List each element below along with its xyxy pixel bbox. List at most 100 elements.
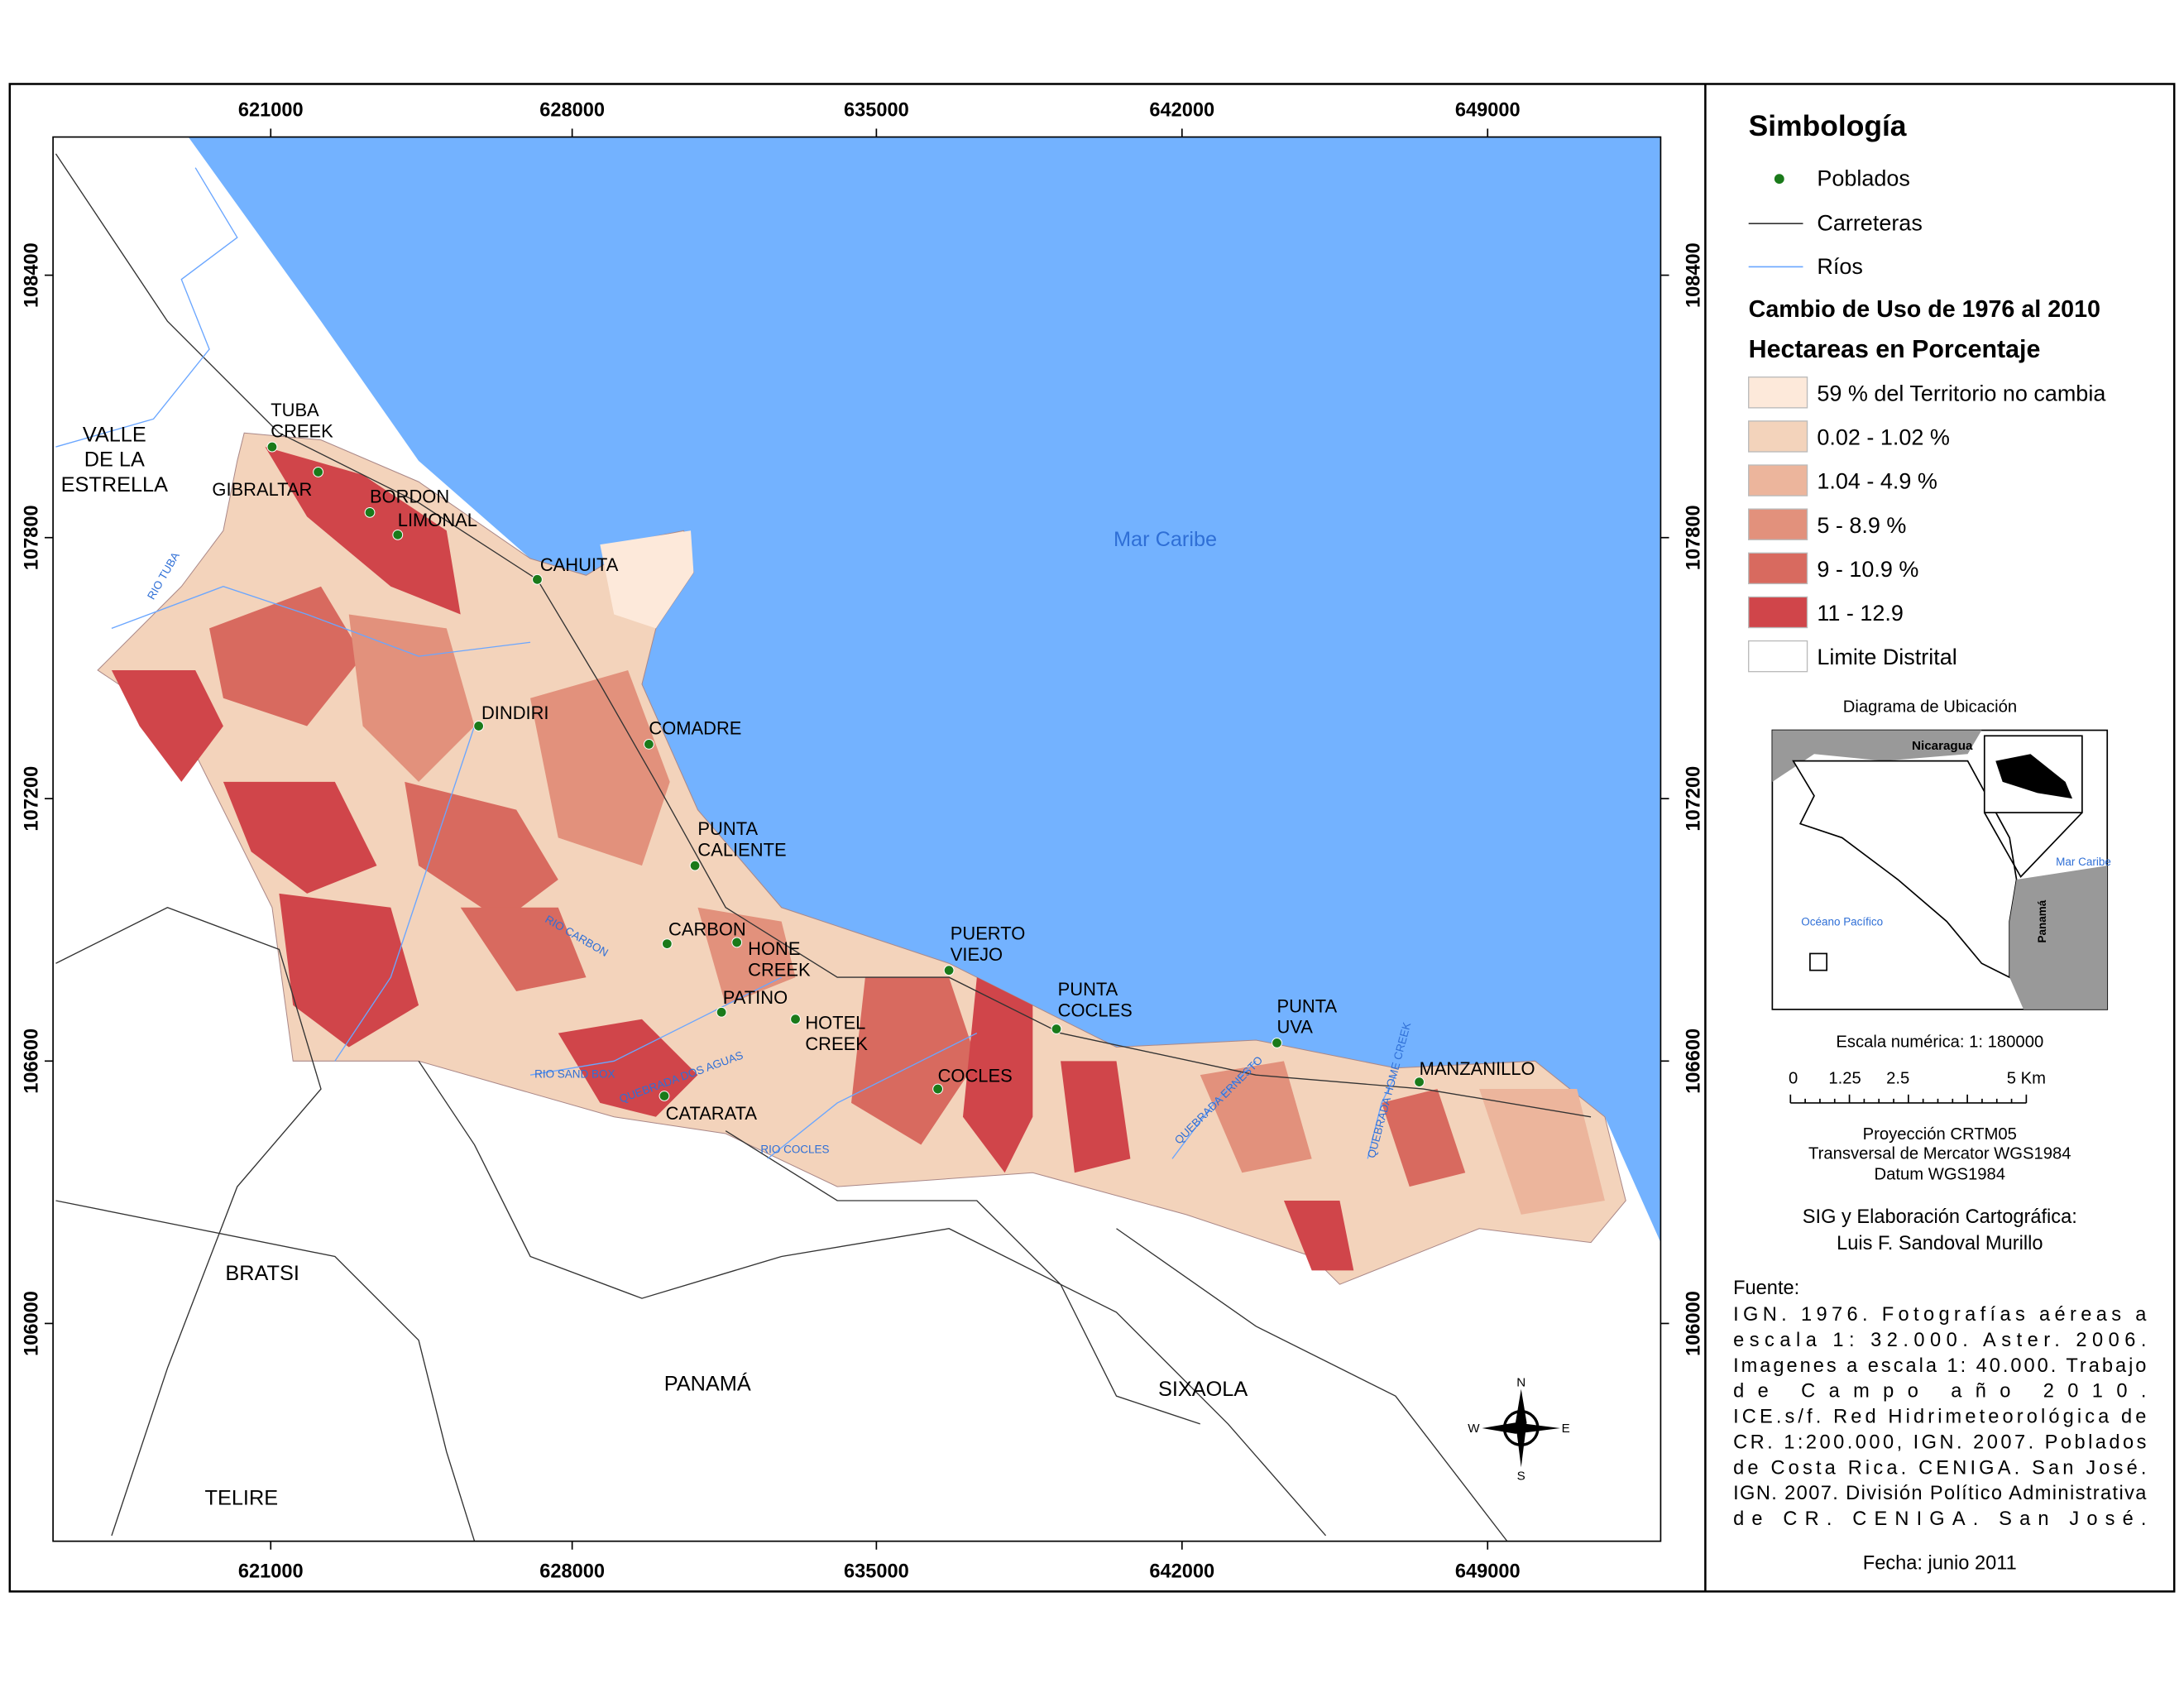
place-label: LIMONAL — [398, 510, 477, 530]
settlement — [659, 1091, 670, 1101]
sea-label: Mar Caribe — [1114, 528, 1217, 551]
y-tick-label: 106600 — [22, 1029, 43, 1094]
inset-title: Diagrama de Ubicación — [1843, 698, 2017, 717]
river-label: RIO COCLES — [760, 1144, 829, 1156]
settlement — [473, 721, 485, 731]
source-line: Imagenes a escala 1: 40.000. Trabajo — [1733, 1355, 2146, 1377]
inset-map — [1771, 729, 2109, 1010]
projection: Proyección CRTM05 — [1863, 1125, 2017, 1144]
inset-panama — [2009, 866, 2108, 1009]
legend-label: 1.04 - 4.9 % — [1817, 469, 1937, 494]
compass — [1482, 1388, 1560, 1468]
projection: Datum WGS1984 — [1875, 1166, 2006, 1184]
scale-label: 2.5 — [1886, 1069, 1909, 1087]
place-label: PUNTA — [697, 818, 758, 839]
patch — [265, 447, 461, 615]
settlement — [661, 938, 673, 950]
change-patches — [111, 447, 1605, 1271]
place-label: PUERTO — [951, 923, 1026, 944]
legend-swatch — [1748, 508, 1808, 540]
region-label: VALLE — [83, 423, 146, 446]
x-tick-label: 628000 — [539, 1561, 605, 1582]
river-label: RIO SAND BOX — [534, 1068, 615, 1081]
region-label: BRATSI — [225, 1262, 299, 1285]
source-line: CR. 1:200.000, IGN. 2007. Poblados — [1733, 1431, 2146, 1453]
place-label: COCLES — [938, 1066, 1013, 1086]
scale-label: 1.25 — [1828, 1069, 1861, 1087]
legend-swatch — [1748, 464, 1808, 496]
x-tick-label: 642000 — [1149, 99, 1214, 121]
road — [1116, 1228, 1508, 1542]
x-tick-label: 621000 — [238, 99, 304, 121]
road — [55, 1200, 476, 1542]
legend-label: 59 % del Territorio no cambia — [1817, 381, 2105, 405]
compass-letter: S — [1517, 1469, 1525, 1483]
legend-heading: Cambio de Uso de 1976 al 2010 — [1749, 296, 2100, 323]
legend-label: 5 - 8.9 % — [1817, 513, 1906, 538]
patch — [1382, 1089, 1466, 1187]
y-tick-label: 108400 — [1684, 242, 1705, 308]
x-tick-label: 628000 — [539, 99, 605, 121]
inset-square — [1809, 952, 1827, 971]
region-label: DE LA — [84, 448, 145, 472]
river — [55, 167, 238, 448]
settlement — [943, 965, 955, 976]
legend-label: Poblados — [1817, 166, 1910, 191]
river — [529, 976, 782, 1076]
patch — [111, 669, 223, 782]
place-label: BORDON — [370, 487, 449, 507]
settlement — [532, 573, 543, 585]
projection: Transversal de Mercator WGS1984 — [1808, 1144, 2071, 1163]
legend-label: Limite Distrital — [1817, 645, 1956, 669]
settlement — [266, 441, 278, 453]
compass-letter: N — [1516, 1375, 1525, 1389]
river — [1367, 1074, 1396, 1159]
legend-swatch — [1748, 552, 1808, 585]
settlement — [790, 1014, 801, 1025]
legend-label: 11 - 12.9 — [1817, 601, 1904, 626]
scale-text: Escala numérica: 1: 180000 — [1836, 1033, 2043, 1051]
credits: Luis F. Sandoval Murillo — [1837, 1233, 2043, 1254]
place-label: DINDIRI — [481, 703, 549, 723]
river — [767, 1032, 978, 1159]
source-line: ICE.s/f. Red Hidrimeteorológica de — [1733, 1407, 2146, 1428]
place-label: CAHUITA — [540, 554, 619, 575]
inset-label: Océano Pacífico — [1801, 916, 1883, 928]
place-label: TUBA — [271, 400, 319, 420]
y-tick-label: 107800 — [1684, 505, 1705, 570]
river — [334, 726, 476, 1062]
patch — [1283, 1201, 1354, 1271]
credits: SIG y Elaboración Cartográfica: — [1803, 1206, 2077, 1228]
legend-heading: Hectareas en Porcentaje — [1749, 336, 2041, 363]
legend-title: Simbología — [1749, 109, 1907, 142]
source-line: escala 1: 32.000. Aster. 2006. — [1733, 1330, 2146, 1351]
scale-label: 0 — [1789, 1069, 1798, 1087]
source-line: de Costa Rica. CENIGA. San José. — [1733, 1457, 2146, 1479]
compass-letter: W — [1468, 1422, 1480, 1436]
settlement — [716, 1006, 727, 1018]
place-label: PATINO — [723, 987, 788, 1008]
y-tick-label: 107800 — [22, 505, 43, 570]
y-tick-label: 106000 — [22, 1291, 43, 1356]
legend-label: 0.02 - 1.02 % — [1817, 425, 1950, 450]
place-label: CREEK — [748, 959, 811, 980]
x-tick-label: 635000 — [844, 1561, 909, 1582]
settlement — [689, 860, 701, 871]
place-label: PUNTA — [1277, 995, 1338, 1016]
settlement-symbol — [1774, 174, 1784, 185]
place-label: COMADRE — [649, 718, 741, 739]
rivers-lines — [55, 167, 1396, 1159]
place-label: VIEJO — [951, 944, 1003, 965]
settlement — [392, 529, 404, 540]
legend-label: 9 - 10.9 % — [1817, 557, 1918, 582]
compass-letter: E — [1562, 1422, 1570, 1436]
patch — [600, 530, 694, 629]
patch — [697, 907, 796, 1005]
y-tick-label: 107200 — [22, 766, 43, 832]
inset-label: Panamá — [2036, 899, 2048, 942]
road — [725, 1130, 1200, 1425]
legend-label: Ríos — [1817, 254, 1862, 279]
river — [1171, 1060, 1257, 1159]
